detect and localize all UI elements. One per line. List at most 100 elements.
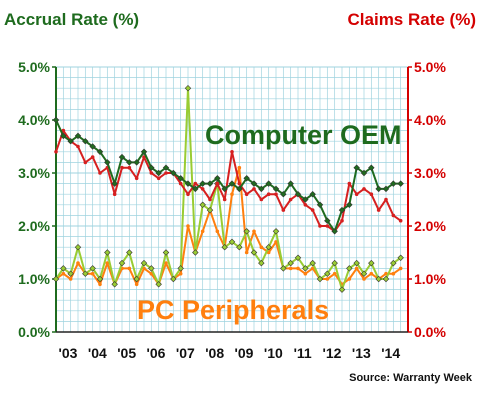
- pc-claims-point: [244, 250, 249, 255]
- oem-claims-point: [222, 197, 227, 202]
- x-tick-label: '08: [205, 345, 224, 361]
- oem-accrual-point: [258, 185, 265, 193]
- oem-claims-point: [237, 181, 242, 186]
- oem-claims-point: [310, 208, 315, 212]
- oem-claims-point: [193, 181, 198, 186]
- oem-claims-point: [127, 165, 132, 170]
- oem-accrual-point: [316, 201, 324, 209]
- oem-claims-point: [200, 187, 205, 191]
- pc-claims-point: [259, 245, 264, 249]
- pc-claims-point: [127, 266, 132, 271]
- oem-accrual-point: [214, 175, 221, 182]
- oem-accrual-point: [390, 180, 397, 187]
- y-tick-label-left: 5.0%: [18, 59, 50, 75]
- oem-claims-point: [398, 218, 403, 223]
- oem-claims-point: [384, 197, 388, 202]
- oem-accrual-point: [375, 185, 382, 193]
- oem-accrual-point: [74, 132, 82, 140]
- pc-accrual-point: [162, 249, 170, 256]
- pc-claims-point: [296, 266, 300, 271]
- pc-accrual-point: [309, 259, 316, 267]
- source-note: Source: Warranty Week: [349, 372, 473, 384]
- oem-claims-point: [281, 208, 286, 212]
- pc-accrual-point: [397, 254, 404, 262]
- pc-accrual-point: [126, 249, 133, 256]
- oem-accrual-point: [221, 185, 228, 193]
- oem-accrual-point: [280, 190, 287, 198]
- pc-accrual-point: [184, 84, 192, 92]
- x-tick-label: '06: [147, 345, 166, 361]
- oem-claims-point: [288, 197, 293, 202]
- y-tick-label-right: 3.0%: [414, 165, 446, 181]
- oem-accrual-point: [331, 228, 338, 235]
- pc-accrual-point: [243, 228, 250, 235]
- y-tick-label-left: 0.0%: [18, 324, 50, 340]
- oem-claims-point: [149, 171, 154, 175]
- oem-accrual-point: [206, 180, 214, 187]
- oem-accrual-point: [236, 185, 243, 193]
- pc-accrual-point: [60, 265, 67, 272]
- oem-claims-point: [112, 192, 117, 196]
- pc-accrual-point: [324, 270, 331, 277]
- pc-accrual-point: [382, 275, 390, 283]
- pc-accrual-point: [368, 259, 375, 267]
- x-tick-label: '04: [88, 345, 107, 361]
- oem-claims-point: [208, 197, 212, 202]
- y-tick-label-right: 0.0%: [414, 324, 446, 340]
- oem-claims-point: [325, 224, 330, 228]
- oem-accrual-point: [250, 180, 258, 187]
- y-tick-label-right: 2.0%: [414, 218, 446, 234]
- oem-accrual-point: [199, 180, 206, 187]
- oem-claims-point: [83, 160, 88, 165]
- pc-accrual-point: [96, 275, 104, 283]
- pc-accrual-point: [199, 201, 206, 209]
- oem-accrual-point: [265, 180, 272, 187]
- y-tick-label-left: 2.0%: [18, 218, 50, 234]
- pc-claims-point: [61, 271, 66, 276]
- oem-claims-point: [376, 208, 381, 212]
- pc-accrual-point: [338, 286, 346, 293]
- pc-claims-point: [237, 165, 242, 170]
- oem-accrual-point: [302, 196, 309, 203]
- pc-accrual-point: [236, 243, 243, 251]
- pc-accrual-point: [265, 243, 272, 251]
- pc-accrual-point: [287, 259, 294, 267]
- oem-accrual-point: [96, 148, 104, 156]
- oem-claims-line: [55, 129, 402, 233]
- oem-claims-point: [54, 150, 58, 154]
- oem-accrual-point: [243, 175, 250, 182]
- oem-claims-point: [61, 128, 66, 133]
- oem-claims-point: [178, 181, 183, 186]
- pc-accrual-point: [89, 265, 96, 272]
- oem-accrual-point: [140, 148, 148, 156]
- pc-accrual-point: [390, 259, 397, 267]
- pc-claims-point: [332, 271, 337, 276]
- oem-claims-point: [274, 192, 278, 196]
- pc-accrual-point: [360, 270, 368, 277]
- oem-accrual-point: [177, 175, 184, 182]
- pc-accrual-point: [118, 259, 126, 267]
- oem-claims-point: [134, 176, 139, 181]
- annotation-pc-peripherals: PC Peripherals: [137, 295, 329, 325]
- oem-claims-point: [98, 171, 102, 175]
- x-tick-label: '13: [352, 345, 371, 361]
- pc-claims-point: [252, 229, 256, 234]
- pc-accrual-point: [52, 275, 60, 283]
- oem-claims-point: [318, 224, 322, 228]
- pc-accrual-point: [111, 281, 118, 288]
- oem-accrual-point: [111, 180, 118, 187]
- x-tick-label: '05: [117, 345, 136, 361]
- oem-claims-point: [120, 165, 124, 170]
- oem-claims-point: [259, 197, 264, 202]
- oem-accrual-point: [118, 153, 126, 161]
- pc-claims-point: [303, 271, 308, 276]
- pc-accrual-point: [67, 270, 74, 277]
- pc-accrual-point: [250, 249, 258, 256]
- pc-accrual-point: [228, 238, 236, 246]
- oem-accrual-point: [382, 185, 390, 193]
- pc-accrual-point: [331, 259, 338, 267]
- pc-claims-point: [105, 261, 110, 265]
- pc-claims-point: [384, 271, 388, 276]
- oem-accrual-point: [155, 169, 162, 177]
